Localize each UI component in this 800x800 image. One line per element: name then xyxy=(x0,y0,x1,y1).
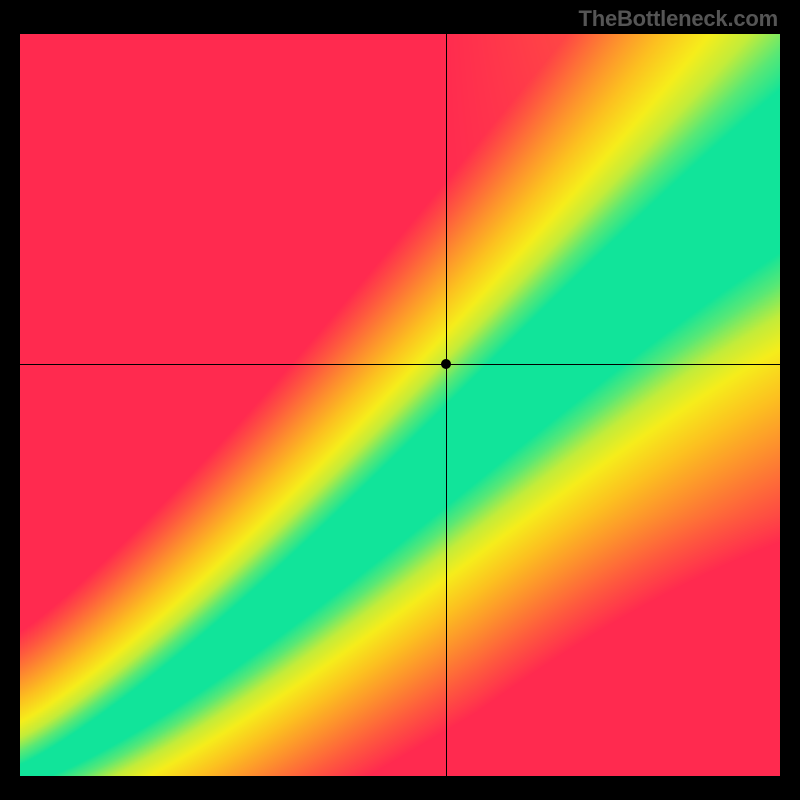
crosshair-vertical xyxy=(446,34,447,776)
watermark-text: TheBottleneck.com xyxy=(578,6,778,32)
crosshair-horizontal xyxy=(20,364,780,365)
heatmap-canvas xyxy=(20,34,780,776)
crosshair-marker xyxy=(441,359,451,369)
bottleneck-heatmap xyxy=(20,34,780,776)
